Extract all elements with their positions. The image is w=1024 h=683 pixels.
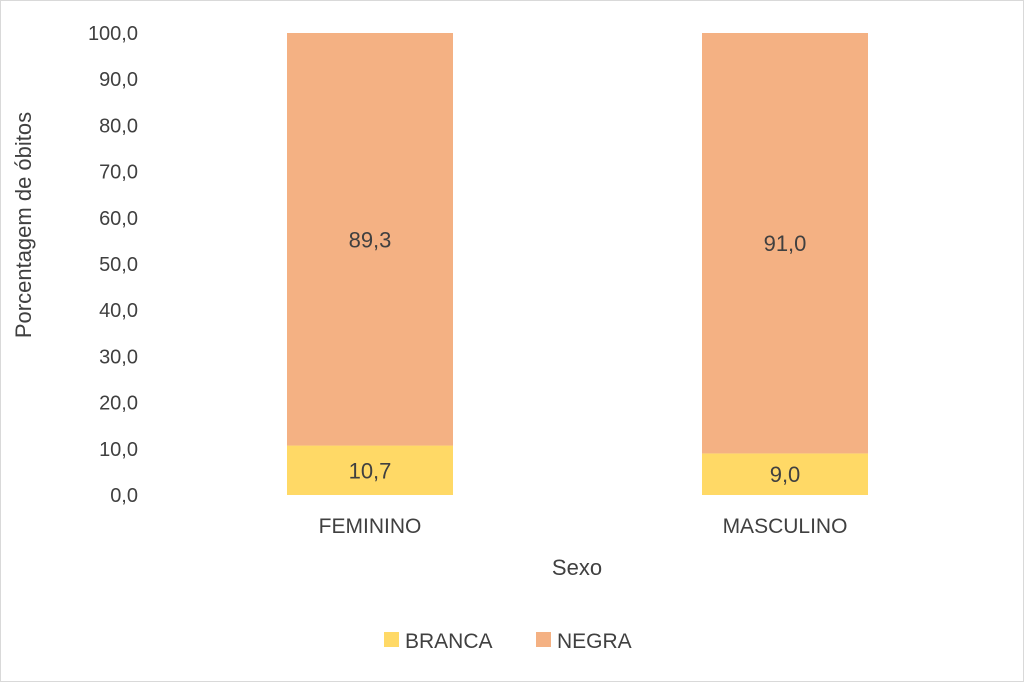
data-labels: 10,7 89,3 9,0 91,0 bbox=[349, 227, 807, 487]
bar-segment-branca bbox=[287, 445, 453, 495]
x-axis-title: Sexo bbox=[552, 555, 602, 580]
data-label: 89,3 bbox=[349, 227, 392, 252]
y-tick-label: 100,0 bbox=[88, 23, 138, 45]
y-tick-label: 30,0 bbox=[99, 346, 138, 368]
y-tick-label: 0,0 bbox=[110, 485, 138, 507]
y-tick-label: 10,0 bbox=[99, 439, 138, 461]
y-tick-label: 50,0 bbox=[99, 254, 138, 276]
y-axis-ticks: 0,0 10,0 20,0 30,0 40,0 50,0 60,0 70,0 80,0 90,0 1… bbox=[88, 23, 138, 507]
legend: BRANCA NEGRA bbox=[384, 630, 632, 653]
x-tick-label: MASCULINO bbox=[723, 515, 848, 538]
data-label: 91,0 bbox=[764, 231, 807, 256]
legend-swatch bbox=[536, 632, 551, 647]
bar-segment-negra bbox=[287, 33, 453, 446]
y-tick-label: 80,0 bbox=[99, 115, 138, 137]
legend-label: NEGRA bbox=[557, 630, 632, 653]
y-tick-label: 20,0 bbox=[99, 393, 138, 415]
y-tick-label: 90,0 bbox=[99, 69, 138, 91]
legend-label: BRANCA bbox=[405, 630, 493, 653]
legend-swatch bbox=[384, 632, 399, 647]
y-axis-title: Porcentagem de óbitos bbox=[11, 112, 36, 338]
y-tick-label: 40,0 bbox=[99, 300, 138, 322]
data-label: 9,0 bbox=[770, 462, 801, 487]
y-tick-label: 60,0 bbox=[99, 208, 138, 230]
bar-segment-branca bbox=[702, 453, 868, 495]
data-label: 10,7 bbox=[349, 458, 392, 483]
x-axis-categories: FEMININO MASCULINO bbox=[319, 515, 848, 538]
bars bbox=[287, 33, 868, 495]
bar-segment-negra bbox=[702, 33, 868, 454]
y-tick-label: 70,0 bbox=[99, 162, 138, 184]
x-tick-label: FEMININO bbox=[319, 515, 422, 538]
